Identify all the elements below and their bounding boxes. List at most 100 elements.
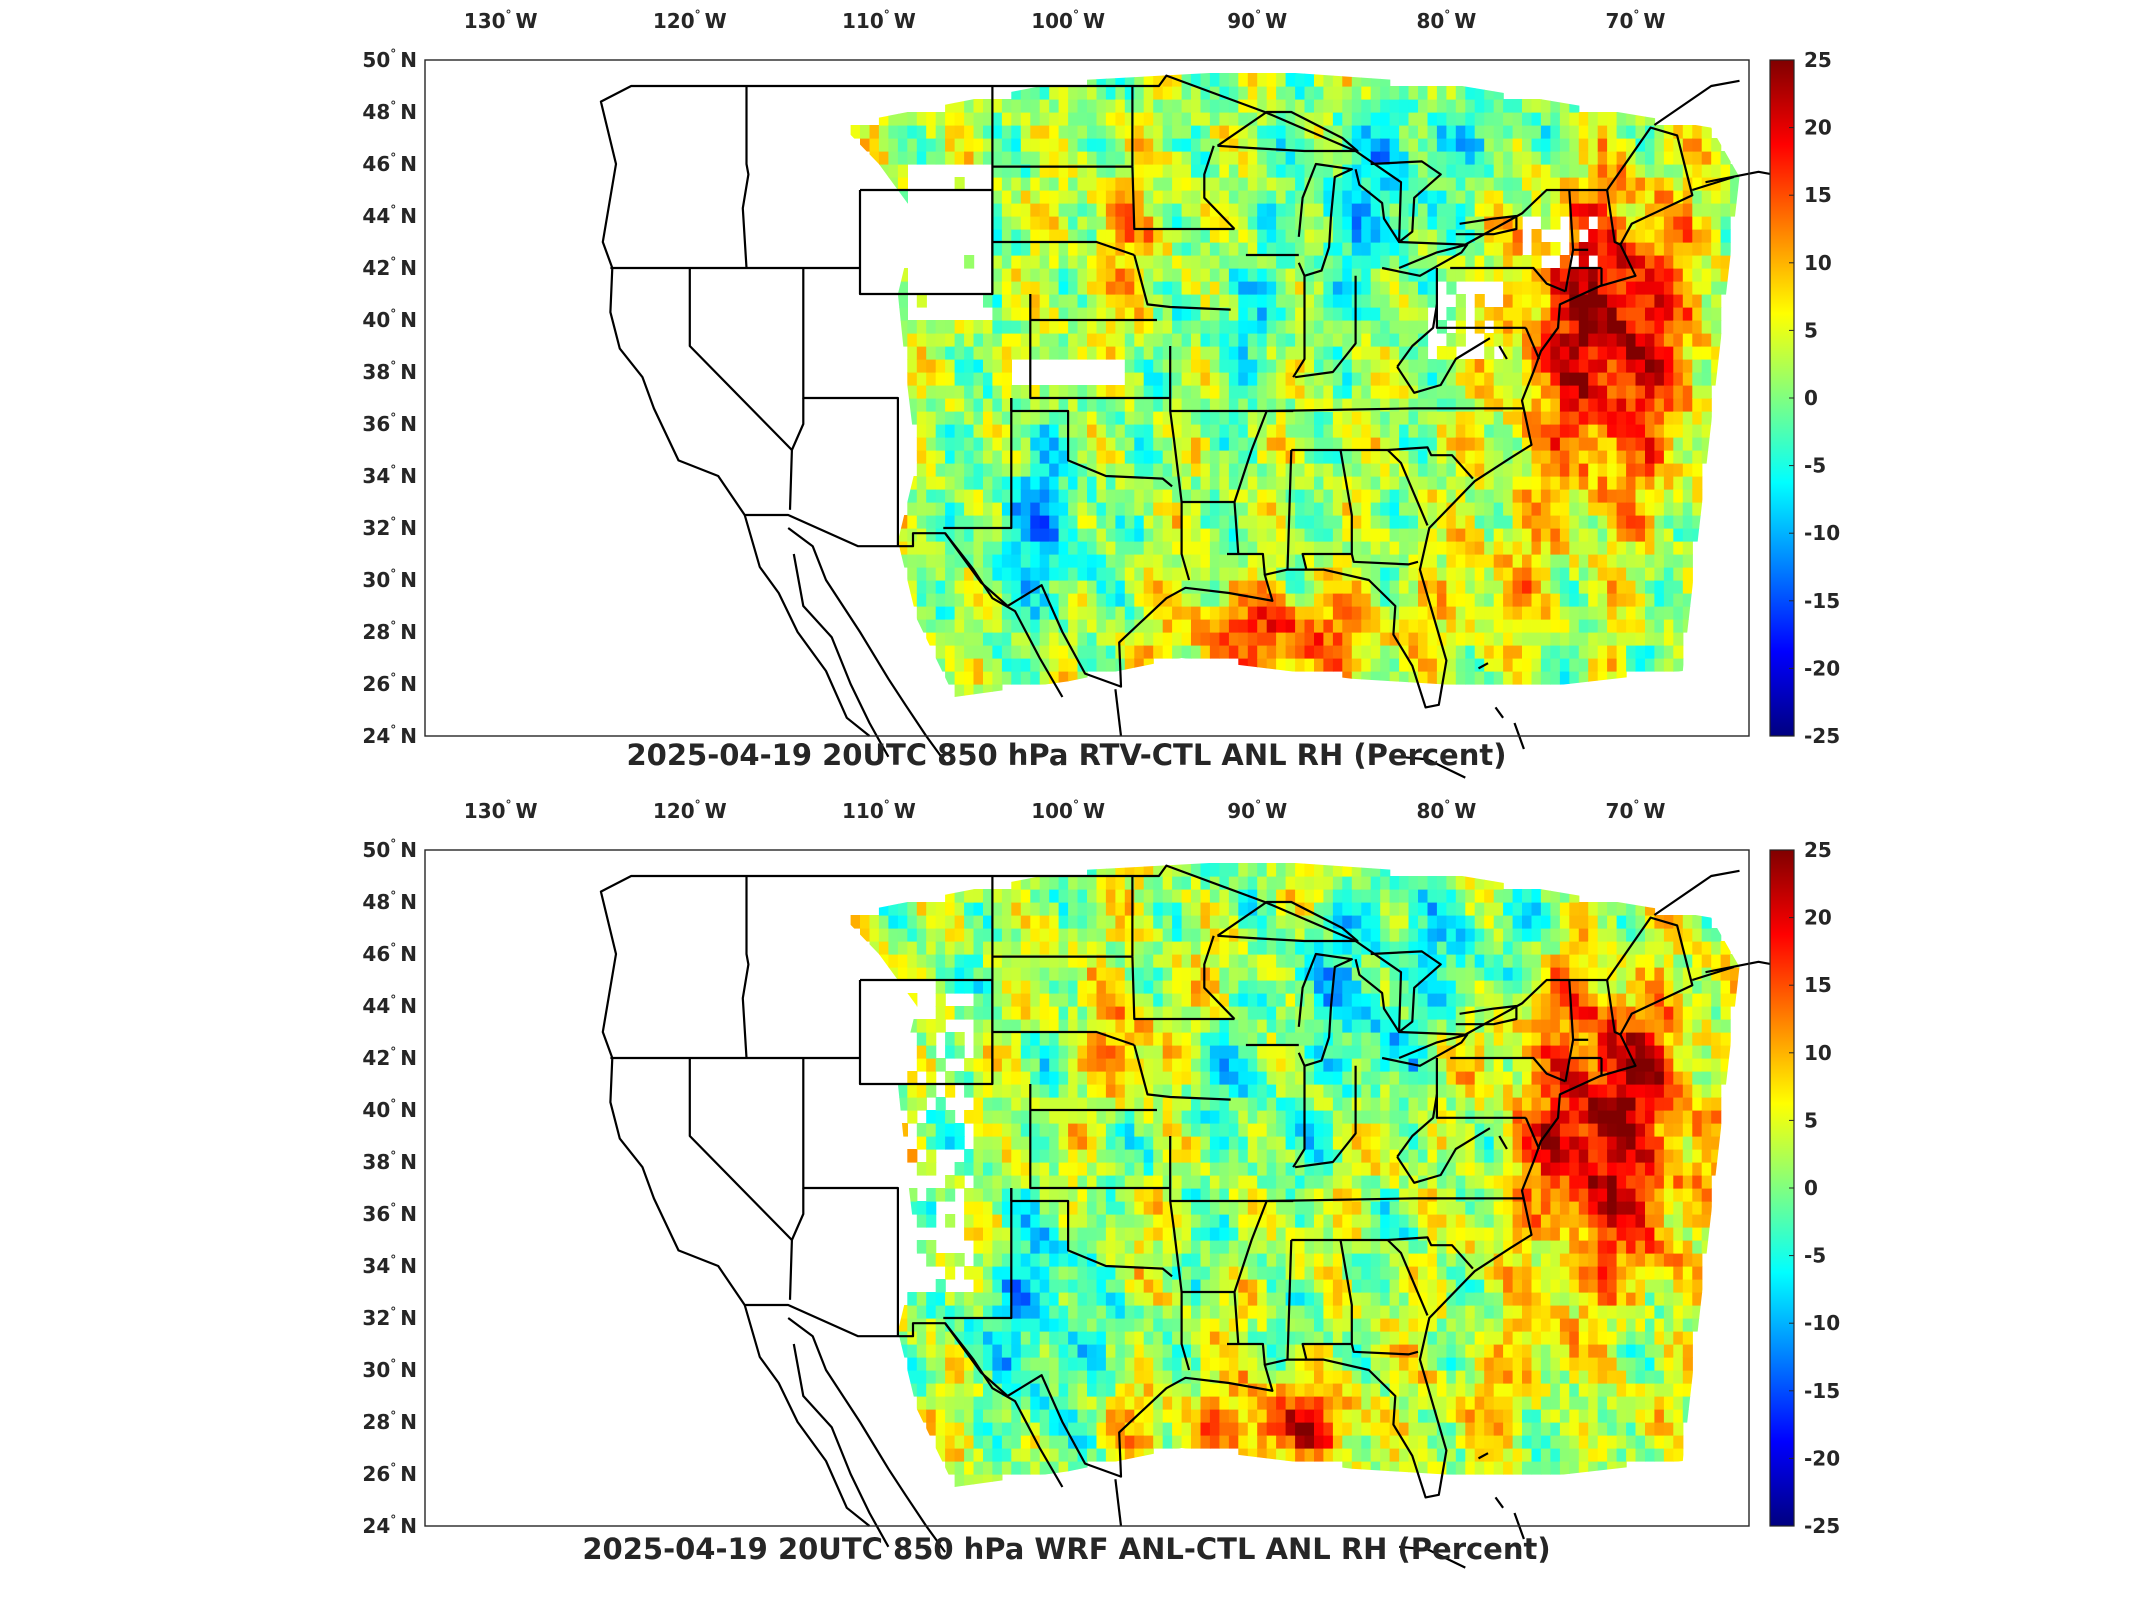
state-boundary [1350,1343,1419,1356]
state-boundary [1029,1084,1171,1190]
coastline [1494,706,1504,719]
state-boundary [1386,1239,1429,1316]
longitude-tick-label: 70° W [1606,798,1666,823]
rh-difference-field [850,863,1740,1487]
state-boundary [1011,1199,1173,1278]
coastline [743,1304,871,1527]
state-boundary [1268,1197,1524,1203]
state-boundary [1524,1117,1541,1150]
state-boundary [1606,189,1621,246]
state-boundary [1169,1136,1235,1294]
latitude-tick-label: 38° N [362,1149,417,1174]
state-boundary [1029,294,1171,400]
state-boundary [741,86,750,269]
longitude-tick-label: 120° W [653,798,727,823]
colorbar-tick-label: -20 [1804,656,1840,680]
colorbar-tick-label: -10 [1804,521,1840,545]
colorbar-tick-label: -10 [1804,1311,1840,1335]
colorbar-tick-label: 0 [1804,1176,1818,1200]
latitude-tick-label: 48° N [362,889,417,914]
latitude-tick-label: 24° N [362,1513,417,1538]
colorbar-tick-label: 20 [1804,906,1832,930]
colorbar-tick-label: -25 [1804,1514,1840,1538]
latitude-tick-label: 46° N [362,151,417,176]
great-lake-shore [1297,162,1353,277]
state-boundary [1203,935,1236,1020]
state-boundary [802,1058,900,1337]
state-boundary [788,398,805,510]
us-outline [599,864,1694,1499]
latitude-tick-label: 34° N [362,463,417,488]
colorbar-tick-label: 0 [1804,386,1818,410]
latitude-tick-label: 50° N [362,837,417,862]
great-lake-shore [1455,214,1518,236]
state-boundary [1498,345,1508,360]
latitude-tick-label: 36° N [362,411,417,436]
latitude-tick-label: 36° N [362,1201,417,1226]
state-boundary [943,1188,1013,1320]
state-boundary [1498,1135,1508,1150]
colorbar-tick-label: 10 [1804,251,1832,275]
great-lake-shore [1381,243,1469,277]
longitude-tick-label: 80° W [1416,8,1476,33]
latitude-tick-label: 34° N [362,1253,417,1278]
latitude-tick-label: 30° N [362,1357,417,1382]
state-boundary [1011,409,1173,488]
colorbar-tick-label: 5 [1804,318,1818,342]
great-lake-shore [1455,1004,1518,1026]
great-lake-shore [1297,952,1353,1067]
colorbar-tick-label: -25 [1804,724,1840,748]
coastline [1398,1545,1466,1569]
coastline [1494,1496,1504,1509]
longitude-tick-label: 110° W [842,8,916,33]
coastline [1114,689,1123,737]
coastline [944,1322,1064,1488]
state-boundary [1268,407,1524,413]
state-boundary [943,398,1013,530]
state-boundary [1450,266,1566,293]
coastline [1477,662,1489,670]
state-boundary [1292,275,1306,378]
latitude-tick-label: 44° N [362,203,417,228]
state-boundary [992,240,1135,257]
coastline [1653,79,1740,126]
longitude-tick-label: 80° W [1416,798,1476,823]
colorbar-tick-label: -5 [1804,1244,1826,1268]
latitude-tick-label: 42° N [362,255,417,280]
longitude-tick-label: 70° W [1606,8,1666,33]
coastline [743,514,871,737]
state-boundary [802,268,900,547]
state-boundary [1227,552,1266,575]
state-boundary [1291,1236,1474,1270]
state-boundary [1606,979,1621,1036]
state-boundary [1180,502,1191,581]
latitude-tick-label: 26° N [362,671,417,696]
latitude-tick-label: 46° N [362,941,417,966]
state-boundary [1435,1058,1526,1119]
state-boundary [1180,1292,1191,1371]
state-boundary [788,1188,805,1300]
state-boundary [1203,145,1236,230]
state-boundary [1131,166,1235,231]
state-boundary [688,1058,793,1241]
state-boundary [1396,337,1491,394]
state-boundary [1396,1094,1438,1158]
map-frame [424,849,1750,1527]
state-boundary [741,876,750,1059]
state-boundary [688,268,793,451]
political-boundaries [599,864,1787,1569]
state-boundary [1396,304,1438,368]
coastline [792,553,890,758]
panel-title-bottom: 2025-04-19 20UTC 850 hPa WRF ANL-CTL ANL… [582,1532,1551,1566]
colorbar-tick-label: 25 [1804,838,1832,862]
state-boundary [992,1030,1135,1047]
great-lake-shore [1381,1033,1469,1067]
rh-difference-field [850,73,1740,697]
latitude-tick-label: 32° N [362,515,417,540]
colorbar-tick-label: 5 [1804,1108,1818,1132]
latitude-tick-label: 40° N [362,1097,417,1122]
colorbar-tick-label: -5 [1804,454,1826,478]
colorbar-tick-label: 10 [1804,1041,1832,1065]
longitude-tick-label: 130° W [464,8,538,33]
political-boundaries [599,74,1787,779]
